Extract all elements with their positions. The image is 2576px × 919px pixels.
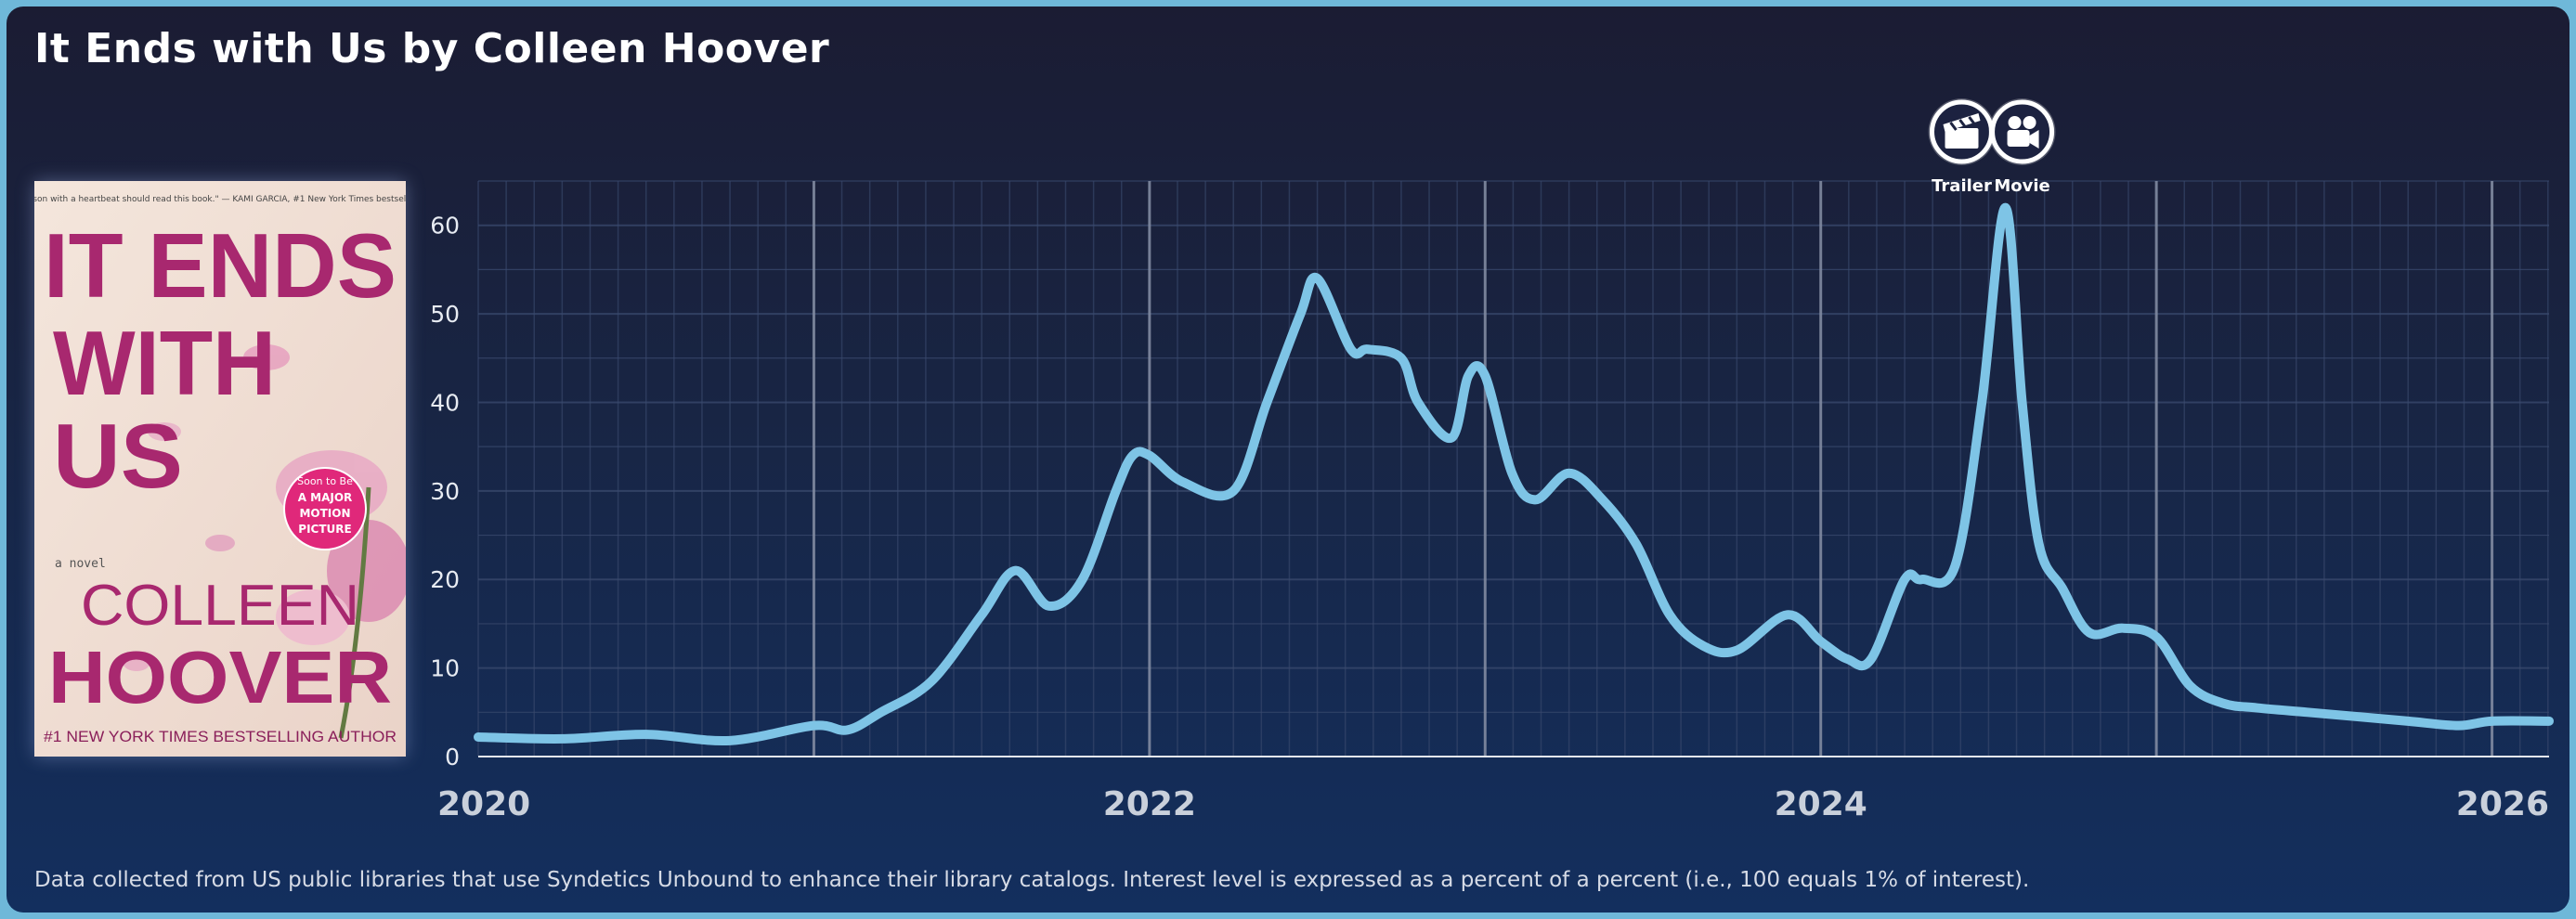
- badge-text: Soon to Be: [297, 475, 353, 487]
- event-markers: Trailer Movie: [1928, 98, 2056, 196]
- axes: 0 10 20 30 40 50 60 2020 2022 2024 2026: [430, 213, 2549, 823]
- movie-badge: [283, 467, 367, 550]
- y-tick-label: 0: [445, 744, 460, 770]
- badge-text: PICTURE: [298, 523, 351, 536]
- cover-blurb: "Every person with a heartbeat should re…: [34, 195, 406, 204]
- cover-author-line: HOOVER: [48, 636, 392, 718]
- event-marker: Trailer: [1928, 98, 1996, 196]
- series-layer: [474, 202, 2554, 746]
- y-tick-label: 30: [430, 478, 460, 505]
- movie-camera-icon: [2007, 116, 2039, 149]
- cover-title-line: WITH: [53, 312, 276, 414]
- badge-text: MOTION: [299, 507, 350, 520]
- event-marker: Movie: [1988, 98, 2056, 196]
- gridlines: [477, 180, 2549, 757]
- page-title: It Ends with Us by Colleen Hoover: [34, 25, 830, 72]
- badge-text: A MAJOR: [298, 491, 353, 504]
- cover-subtitle: a novel: [55, 557, 106, 571]
- x-tick-label: 2020: [437, 785, 530, 823]
- interest-chart: 0 10 20 30 40 50 60 2020 2022 2024 2026 Trailer Mov…: [430, 98, 2554, 823]
- chart-panel: It Ends with Us by Colleen Hoover "Every…: [7, 6, 2569, 913]
- cover-tagline: #1 NEW YORK TIMES BESTSELLING AUTHOR: [44, 728, 397, 745]
- clapperboard-icon: [1943, 113, 1981, 149]
- cover-author-line: COLLEEN: [81, 574, 359, 638]
- x-tick-label: 2026: [2456, 785, 2549, 823]
- footnote: Data collected from US public libraries …: [34, 868, 2030, 892]
- cover-title-line: IT ENDS: [44, 214, 397, 317]
- y-tick-label: 10: [430, 655, 460, 682]
- y-tick-label: 20: [430, 566, 460, 593]
- y-tick-label: 60: [430, 213, 460, 239]
- book-cover: "Every person with a heartbeat should re…: [34, 181, 406, 757]
- cover-title-line: US: [53, 405, 183, 507]
- x-tick-label: 2022: [1103, 785, 1196, 823]
- event-label: Movie: [1994, 176, 2049, 196]
- y-tick-label: 50: [430, 301, 460, 328]
- x-tick-label: 2024: [1775, 785, 1867, 823]
- event-label: Trailer: [1932, 176, 1992, 196]
- series-line: [474, 202, 2554, 746]
- y-tick-label: 40: [430, 389, 460, 416]
